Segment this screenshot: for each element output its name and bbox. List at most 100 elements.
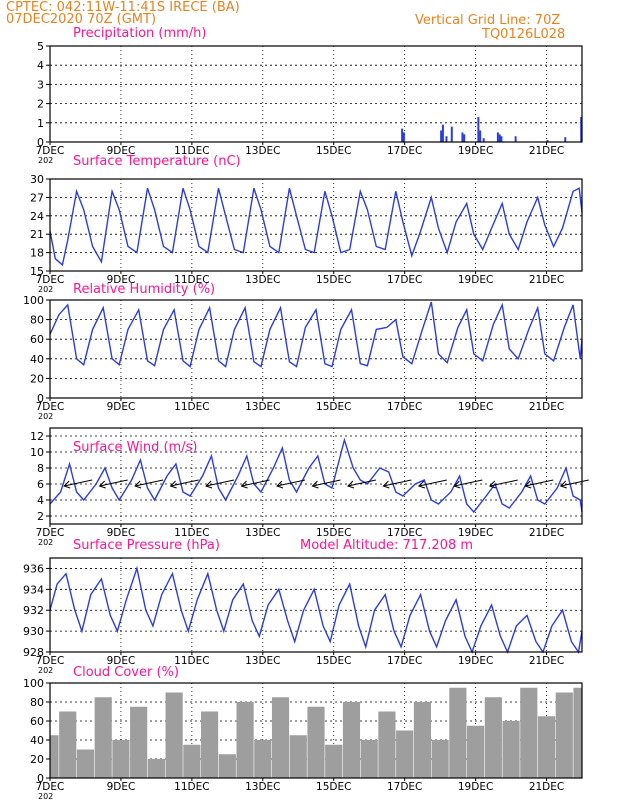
y-tick-label: 30: [30, 173, 44, 186]
x-tick-label: 7DEC: [36, 655, 65, 667]
wind-arrow: [312, 479, 341, 487]
x-tick-label: 7DEC: [36, 145, 65, 157]
series-line: [49, 187, 583, 267]
bar: [402, 132, 405, 142]
wind-arrow-head: [453, 480, 461, 489]
y-tick-label: 4: [37, 494, 44, 507]
bar: [147, 759, 165, 778]
bar: [271, 697, 290, 778]
wind-arrow: [276, 479, 306, 487]
x-tick-label: 21DEC: [529, 655, 564, 667]
x-year-label: 202: [38, 666, 53, 675]
y-tick-label: 6: [37, 478, 44, 491]
bar: [537, 716, 556, 778]
y-tick-label: 0: [37, 772, 44, 785]
x-tick-label: 7DEC: [36, 527, 65, 539]
bar: [401, 128, 404, 142]
y-tick-label: 930: [23, 625, 44, 638]
x-tick-label: 13DEC: [245, 781, 280, 793]
panel-title: Precipitation (mm/h): [73, 26, 206, 41]
panel-frame: [49, 557, 583, 653]
x-tick-label: 15DEC: [316, 781, 351, 793]
x-year-label: 202: [38, 156, 53, 165]
bar: [378, 711, 396, 778]
series-line: [49, 565, 583, 654]
panel-6: 0 20 40 60 80 100 7DEC 9DEC 11DEC 13DEC 15DEC 17DEC…: [23, 665, 583, 800]
panel-subtitle: Model Altitude: 717.208 m: [300, 538, 473, 553]
x-tick-label: 19DEC: [458, 781, 493, 793]
bar: [165, 692, 183, 778]
bar: [502, 721, 520, 778]
x-tick-label: 15DEC: [316, 145, 351, 157]
y-tick-label: 0: [37, 136, 44, 149]
wind-arrow-head: [205, 480, 213, 489]
panel-title: Cloud Cover (%): [73, 665, 179, 680]
panel-frame: [49, 427, 583, 525]
panel-5: 928 930 932 934 936 7DEC 9DEC 11DEC 13DEC 15DEC 17…: [23, 538, 583, 675]
x-tick-label: 19DEC: [458, 527, 493, 539]
y-tick-label: 40: [30, 734, 44, 747]
bar: [461, 132, 464, 142]
y-tick-label: 2: [37, 98, 44, 111]
bar: [498, 134, 501, 142]
bar: [441, 124, 444, 142]
bar: [289, 735, 307, 778]
x-tick-label: 17DEC: [387, 145, 422, 157]
bar: [94, 697, 112, 778]
bar: [580, 117, 582, 142]
bar: [254, 740, 272, 778]
x-year-label: 202: [38, 538, 53, 547]
y-tick-label: 4: [37, 59, 44, 72]
bar: [463, 134, 466, 142]
bar: [76, 749, 95, 778]
panel-frame: [49, 178, 583, 272]
wind-arrow: [241, 479, 270, 487]
wind-arrow-head: [240, 480, 248, 489]
panel-title: Surface Pressure (hPa): [73, 538, 220, 553]
bar: [479, 130, 482, 142]
x-tick-label: 11DEC: [174, 145, 209, 157]
wind-arrow: [560, 479, 589, 487]
x-tick-label: 13DEC: [245, 145, 280, 157]
bar: [450, 126, 453, 142]
x-year-label: 202: [38, 412, 53, 421]
x-tick-label: 9DEC: [107, 401, 136, 413]
wind-arrow-head: [417, 480, 426, 489]
x-year-label: 202: [38, 792, 53, 800]
wind-arrow-head: [346, 480, 355, 489]
x-tick-label: 21DEC: [529, 274, 564, 286]
y-tick-label: 0: [37, 392, 44, 405]
wind-arrow: [205, 479, 235, 487]
x-tick-label: 13DEC: [245, 527, 280, 539]
y-tick-label: 21: [30, 228, 44, 241]
bar: [59, 711, 77, 778]
y-tick-label: 20: [30, 753, 44, 766]
header-date-line: 07DEC2020 70Z (GMT): [6, 12, 157, 27]
wind-arrow-head: [311, 480, 319, 489]
y-tick-label: 20: [30, 372, 44, 385]
y-tick-label: 24: [30, 210, 44, 223]
bar: [342, 702, 361, 778]
x-tick-label: 9DEC: [107, 781, 136, 793]
x-tick-label: 21DEC: [529, 145, 564, 157]
wind-arrow-head: [98, 480, 106, 489]
bar: [440, 130, 443, 142]
bar: [325, 744, 343, 778]
x-tick-label: 17DEC: [387, 655, 422, 667]
y-tick-label: 2: [37, 510, 44, 523]
wind-arrow: [64, 479, 93, 487]
x-tick-label: 13DEC: [245, 655, 280, 667]
x-tick-label: 21DEC: [529, 781, 564, 793]
bar: [520, 687, 538, 778]
x-tick-label: 19DEC: [458, 655, 493, 667]
x-tick-label: 11DEC: [174, 655, 209, 667]
x-tick-label: 17DEC: [387, 274, 422, 286]
x-tick-label: 13DEC: [245, 274, 280, 286]
x-tick-label: 15DEC: [316, 401, 351, 413]
y-tick-label: 932: [23, 604, 44, 617]
x-tick-label: 11DEC: [174, 781, 209, 793]
series-line: [49, 437, 583, 514]
y-tick-label: 934: [23, 583, 44, 596]
